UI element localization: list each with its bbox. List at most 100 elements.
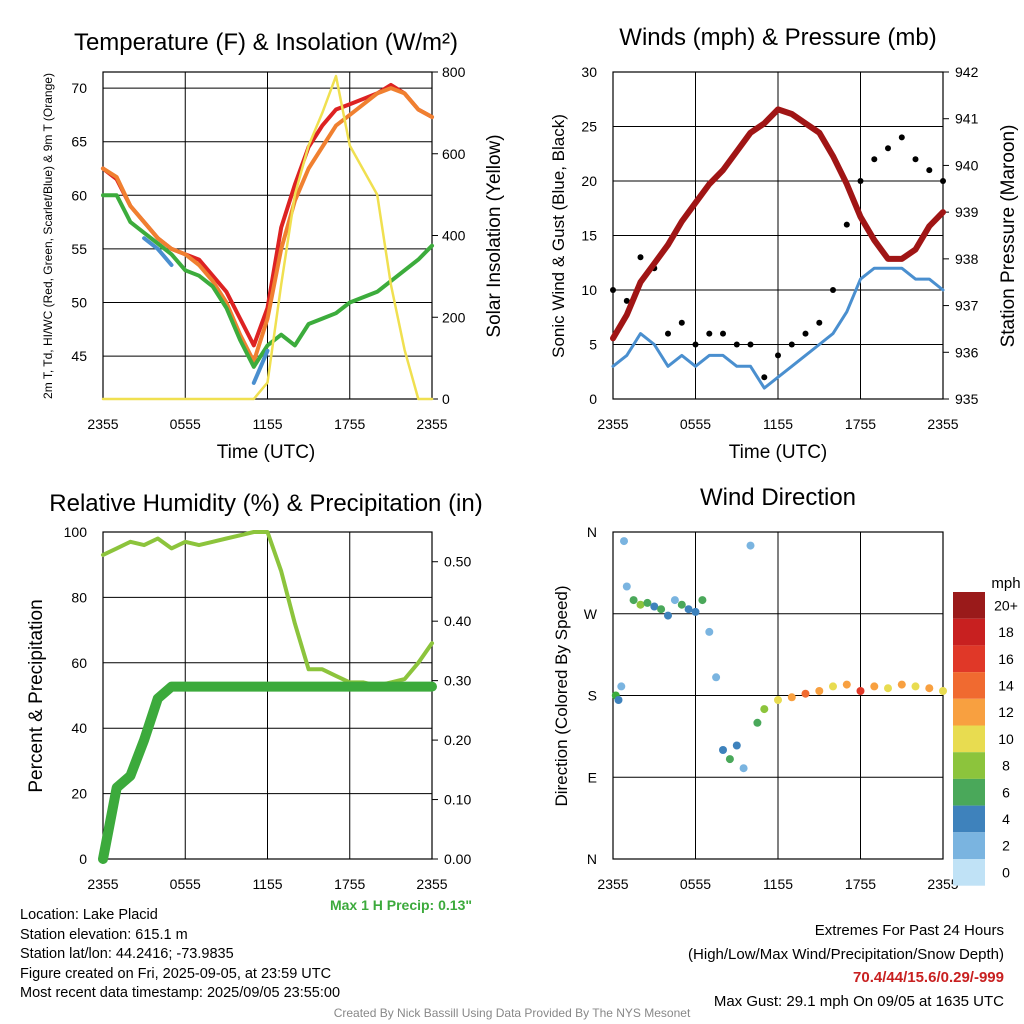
gust-point	[802, 330, 809, 337]
winds-xlabel: Time (UTC)	[729, 442, 828, 463]
direction-point	[939, 687, 947, 695]
y2-tick-label: 800	[442, 64, 466, 80]
direction-point	[620, 537, 628, 546]
x-tick-label: 2355	[416, 416, 447, 432]
gust-point	[885, 145, 891, 152]
direction-point	[636, 600, 645, 609]
gust-point	[926, 167, 933, 174]
y2-tick-label: 938	[955, 251, 979, 267]
series-line	[101, 74, 434, 401]
y-tick-label: 0	[79, 851, 87, 867]
y-tick-label: 60	[71, 655, 87, 671]
direction-point	[774, 696, 782, 704]
direction-point	[664, 611, 672, 620]
x-tick-label: 2355	[87, 416, 118, 432]
direction-point	[698, 596, 707, 605]
direction-point	[856, 687, 865, 695]
direction-point	[670, 596, 679, 605]
gust-point	[871, 156, 878, 163]
created-text: Figure created on Fri, 2025-09-05, at 23…	[20, 965, 332, 982]
colorbar-label: 4	[1002, 811, 1010, 827]
direction-point	[732, 741, 741, 750]
direction-point	[712, 673, 721, 682]
x-tick-label: 0555	[170, 876, 201, 892]
y2-tick-label: 0.40	[444, 613, 471, 629]
y-tick-label: 30	[581, 64, 597, 80]
gust-point	[843, 221, 850, 228]
wind-direction-title: Wind Direction	[700, 484, 856, 511]
series-line	[98, 681, 437, 864]
colorbar-label: 8	[1002, 758, 1010, 774]
x-tick-label: 1155	[252, 876, 282, 892]
colorbar-label: 16	[998, 651, 1014, 667]
gust-point	[857, 178, 864, 184]
y2-tick-label: 935	[955, 391, 979, 407]
gust-point	[788, 341, 795, 348]
y2-tick-label: 0.50	[444, 554, 471, 570]
winds-y2label: Station Pressure (Maroon)	[998, 125, 1019, 348]
direction-point	[884, 684, 892, 693]
direction-point	[622, 582, 631, 591]
y-tick-label: 0	[589, 391, 597, 407]
colorbar-swatch	[953, 618, 985, 646]
series-line	[142, 236, 270, 385]
y-tick-label: 60	[71, 187, 87, 203]
y2-tick-label: 0.00	[444, 851, 471, 867]
colorbar-label: 12	[998, 704, 1014, 720]
humidity-panel: Relative Humidity (%) & Precipitation (i…	[26, 490, 483, 913]
temperature-xlabel: Time (UTC)	[217, 442, 316, 463]
y-tick-label: 70	[71, 80, 87, 96]
temperature-title: Temperature (F) & Insolation (W/m²)	[74, 29, 458, 56]
direction-point	[650, 602, 659, 611]
x-tick-label: 2355	[927, 876, 958, 892]
direction-point	[925, 684, 934, 693]
colorbar-swatch	[953, 805, 985, 833]
location-text: Location: Lake Placid	[20, 907, 158, 923]
y2-tick-label: 0	[442, 391, 450, 407]
temperature-panel: Temperature (F) & Insolation (W/m²) Time…	[41, 29, 505, 463]
direction-point	[760, 705, 769, 714]
x-tick-label: 1155	[763, 416, 793, 432]
colorbar-swatch	[953, 778, 985, 806]
y2-tick-label: 0.30	[444, 673, 471, 689]
footer-left: Location: Lake Placid Station elevation:…	[20, 906, 340, 1004]
colorbar-swatch	[953, 645, 985, 673]
elevation-text: Station elevation: 615.1 m	[20, 926, 188, 943]
colorbar-label: 6	[1002, 784, 1010, 800]
gust-point	[720, 330, 726, 337]
x-tick-label: 0555	[680, 416, 711, 432]
y2-tick-label: 400	[442, 228, 466, 244]
y-tick-label: 20	[71, 786, 87, 802]
direction-point	[614, 696, 623, 704]
direction-point	[842, 680, 851, 689]
gust-point	[898, 134, 905, 141]
direction-point	[725, 755, 734, 764]
colorbar-swatch	[953, 698, 985, 726]
extremes-title: Extremes For Past 24 Hours	[814, 922, 1004, 939]
colorbar-label: 0	[1002, 864, 1010, 880]
footer-right: Extremes For Past 24 Hours (High/Low/Max…	[688, 919, 1004, 1013]
max-precip-annotation: Max 1 H Precip: 0.13"	[330, 897, 472, 913]
y-tick-label: W	[584, 606, 598, 622]
direction-point	[801, 689, 810, 698]
series-line	[610, 106, 946, 342]
colorbar-swatch	[953, 832, 985, 859]
gust-point	[912, 156, 919, 163]
direction-point	[719, 746, 727, 754]
gust-point	[816, 319, 823, 326]
max-gust-text: Max Gust: 29.1 mph On 09/05 at 1635 UTC	[713, 992, 1004, 1010]
y2-tick-label: 941	[955, 111, 979, 127]
colorbar-swatch	[953, 592, 985, 619]
humidity-ylabel: Percent & Precipitation	[26, 599, 47, 792]
direction-point	[787, 693, 796, 702]
colorbar-swatch	[953, 859, 985, 886]
colorbar-label: 10	[998, 731, 1014, 747]
gust-point	[623, 297, 630, 304]
direction-point	[691, 607, 700, 616]
y2-tick-label: 937	[955, 298, 979, 314]
series-line	[101, 86, 434, 364]
gust-point	[747, 341, 754, 348]
x-tick-label: 2355	[597, 876, 628, 892]
y2-tick-label: 936	[955, 344, 979, 360]
gust-point	[665, 330, 671, 337]
